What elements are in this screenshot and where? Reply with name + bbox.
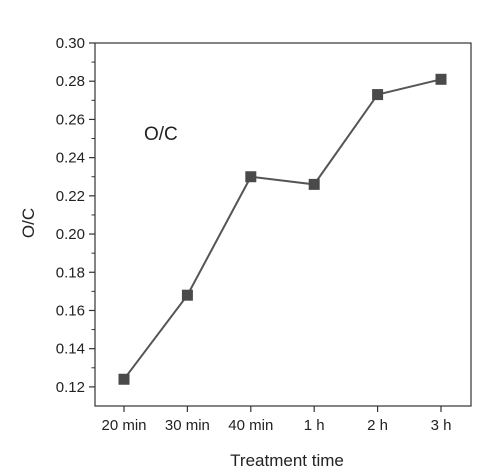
x-tick-label: 30 min bbox=[165, 417, 210, 434]
x-tick-label: 40 min bbox=[228, 417, 273, 434]
y-tick-label: 0.24 bbox=[56, 150, 85, 167]
series-line bbox=[123, 78, 442, 380]
x-tick-label: 3 h bbox=[431, 417, 452, 434]
y-tick-label: 0.12 bbox=[56, 379, 85, 396]
x-tick-labels: 20 min 30 min 40 min 1 h 2 h 3 h bbox=[101, 417, 451, 434]
axis-ticks bbox=[89, 42, 442, 412]
data-point-marker bbox=[118, 373, 130, 385]
y-tick-label: 0.14 bbox=[56, 341, 85, 358]
y-tick-label: 0.20 bbox=[56, 226, 85, 243]
y-tick-labels: 0.12 0.14 0.16 0.18 0.20 0.22 0.24 0.26 0.28 0.30 bbox=[56, 35, 85, 396]
y-tick-label: 0.16 bbox=[56, 302, 85, 319]
y-axis-title: O/C bbox=[19, 208, 38, 238]
y-tick-label: 0.18 bbox=[56, 264, 85, 281]
data-point-marker bbox=[245, 171, 257, 183]
x-tick-label: 2 h bbox=[367, 417, 388, 434]
x-tick-label: 1 h bbox=[304, 417, 325, 434]
data-point-marker bbox=[435, 73, 447, 85]
y-tick-label: 0.26 bbox=[56, 111, 85, 128]
y-tick-label: 0.22 bbox=[56, 188, 85, 205]
chart-annotation: O/C bbox=[144, 124, 178, 145]
data-point-marker bbox=[181, 289, 193, 301]
data-point-marker bbox=[372, 89, 384, 101]
x-axis-title: Treatment time bbox=[230, 451, 344, 470]
plot-frame bbox=[94, 42, 472, 407]
y-tick-label: 0.28 bbox=[56, 73, 85, 90]
series-polyline bbox=[123, 78, 442, 380]
series-markers bbox=[118, 73, 447, 385]
y-tick-label: 0.30 bbox=[56, 35, 85, 52]
x-tick-label: 20 min bbox=[101, 417, 146, 434]
data-point-marker bbox=[308, 178, 320, 190]
